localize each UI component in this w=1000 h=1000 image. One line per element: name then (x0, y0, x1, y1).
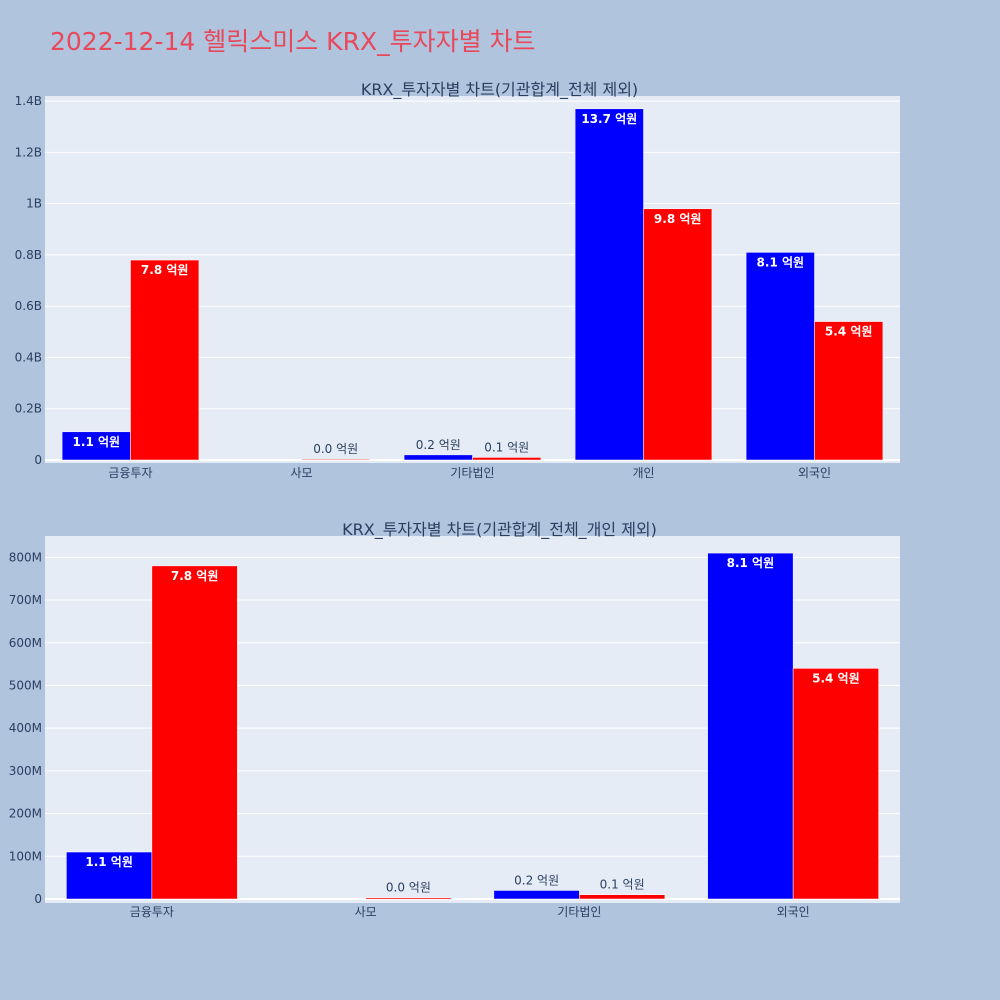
x-tick-label: 기타법인 (450, 466, 494, 480)
x-tick-label: 사모 (290, 466, 312, 480)
bar (130, 259, 200, 461)
y-tick-label: 0 (34, 892, 42, 906)
data-label: 7.8 억원 (171, 569, 219, 583)
chart-subtitle: KRX_투자자별 차트(기관합계_전체_개인 제외) (342, 520, 657, 540)
bar (792, 668, 879, 900)
data-label: 0.2 억원 (416, 438, 461, 452)
y-tick-label: 1.2B (15, 145, 42, 159)
data-label: 1.1 억원 (85, 855, 133, 869)
y-tick-label: 600M (9, 636, 42, 650)
data-label: 9.8 억원 (654, 212, 702, 226)
bar (472, 457, 542, 461)
bar (493, 890, 580, 900)
data-label: 8.1 억원 (727, 556, 775, 570)
data-label: 13.7 억원 (581, 112, 637, 126)
chart-subtitle: KRX_투자자별 차트(기관합계_전체 제외) (361, 80, 638, 100)
bar (365, 897, 452, 900)
data-label: 5.4 억원 (825, 325, 873, 339)
x-tick-label: 개인 (632, 466, 654, 480)
y-tick-label: 0.2B (15, 402, 42, 416)
y-tick-label: 0.4B (15, 350, 42, 364)
y-tick-label: 400M (9, 721, 42, 735)
y-tick-label: 300M (9, 764, 42, 778)
x-tick-label: 사모 (355, 905, 377, 919)
x-tick-label: 기타법인 (557, 905, 601, 919)
data-label: 0.1 억원 (484, 440, 529, 454)
y-tick-label: 0.8B (15, 248, 42, 262)
y-tick-label: 1B (26, 197, 42, 211)
y-tick-label: 0 (34, 453, 42, 467)
y-tick-label: 700M (9, 593, 42, 607)
data-label: 1.1 억원 (73, 435, 121, 449)
data-label: 5.4 억원 (812, 671, 860, 685)
bar (643, 208, 713, 461)
y-tick-label: 200M (9, 807, 42, 821)
y-tick-label: 100M (9, 849, 42, 863)
data-label: 8.1 억원 (757, 255, 805, 269)
x-tick-label: 외국인 (777, 905, 810, 919)
bar (403, 454, 473, 461)
data-label: 7.8 억원 (141, 263, 189, 277)
data-label: 0.0 억원 (313, 442, 358, 456)
page-title: 2022-12-14 헬릭스미스 KRX_투자자별 차트 (50, 27, 536, 56)
bar (579, 894, 666, 900)
bar (745, 252, 815, 461)
bar (151, 565, 238, 900)
chart-2: 0 100M 200M 300M 400M 500M 600M 700M 800M KRX_투자자… (9, 520, 900, 919)
bar (301, 458, 371, 461)
x-tick-label: 금융투자 (108, 466, 152, 480)
y-tick-label: 500M (9, 678, 42, 692)
y-tick-label: 1.4B (15, 94, 42, 108)
data-label: 0.1 억원 (600, 878, 645, 892)
y-tick-label: 0.6B (15, 299, 42, 313)
y-tick-label: 800M (9, 550, 42, 564)
bar (814, 321, 884, 461)
bar (66, 851, 153, 900)
bar (574, 108, 644, 461)
data-label: 0.0 억원 (386, 881, 431, 895)
x-tick-label: 금융투자 (130, 905, 174, 919)
chart-1: 0 0.2B 0.4B 0.6B 0.8B 1B 1.2B 1.4B KRX_투자자별 차트(기… (15, 80, 900, 480)
x-tick-label: 외국인 (798, 466, 831, 480)
bar (707, 552, 794, 900)
data-label: 0.2 억원 (514, 873, 559, 887)
